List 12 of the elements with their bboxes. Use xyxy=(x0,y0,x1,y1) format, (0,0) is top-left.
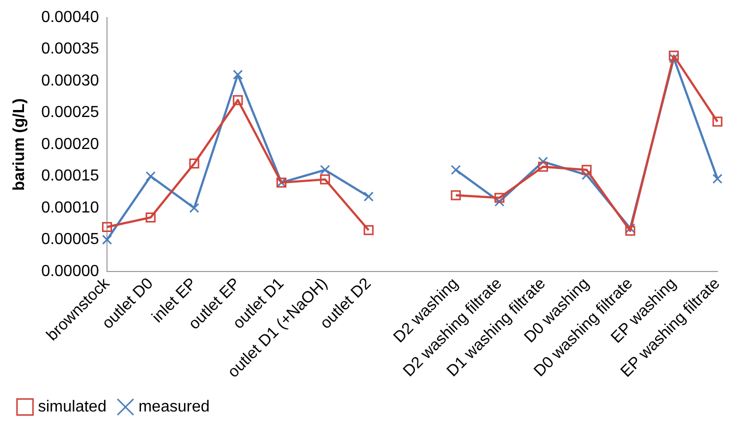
y-tick-label: 0.00015 xyxy=(41,168,100,185)
y-tick-label: 0.00010 xyxy=(41,199,100,216)
y-tick-label: 0.00005 xyxy=(41,231,100,248)
y-tick-label: 0.00020 xyxy=(41,136,100,153)
y-axis-title: barium (g/L) xyxy=(11,98,28,191)
legend-label: measured xyxy=(138,398,210,416)
y-tick-label: 0.00035 xyxy=(41,40,100,58)
legend-label: simulated xyxy=(38,398,106,416)
y-tick-label: 0.00025 xyxy=(41,104,100,122)
y-tick-label: 0.00040 xyxy=(41,9,100,26)
y-tick-label: 0.00000 xyxy=(41,262,100,280)
y-tick-label: 0.00030 xyxy=(41,72,100,90)
